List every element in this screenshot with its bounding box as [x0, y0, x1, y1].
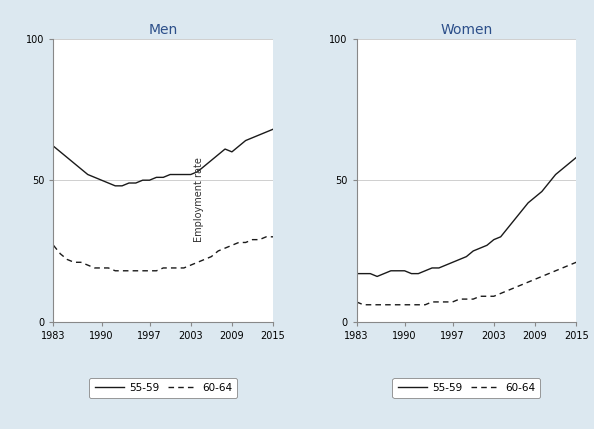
- Title: Women: Women: [440, 24, 492, 37]
- Title: Men: Men: [148, 24, 178, 37]
- Legend: 55-59, 60-64: 55-59, 60-64: [393, 378, 541, 399]
- Legend: 55-59, 60-64: 55-59, 60-64: [89, 378, 237, 399]
- Text: Employment rate: Employment rate: [194, 157, 204, 242]
